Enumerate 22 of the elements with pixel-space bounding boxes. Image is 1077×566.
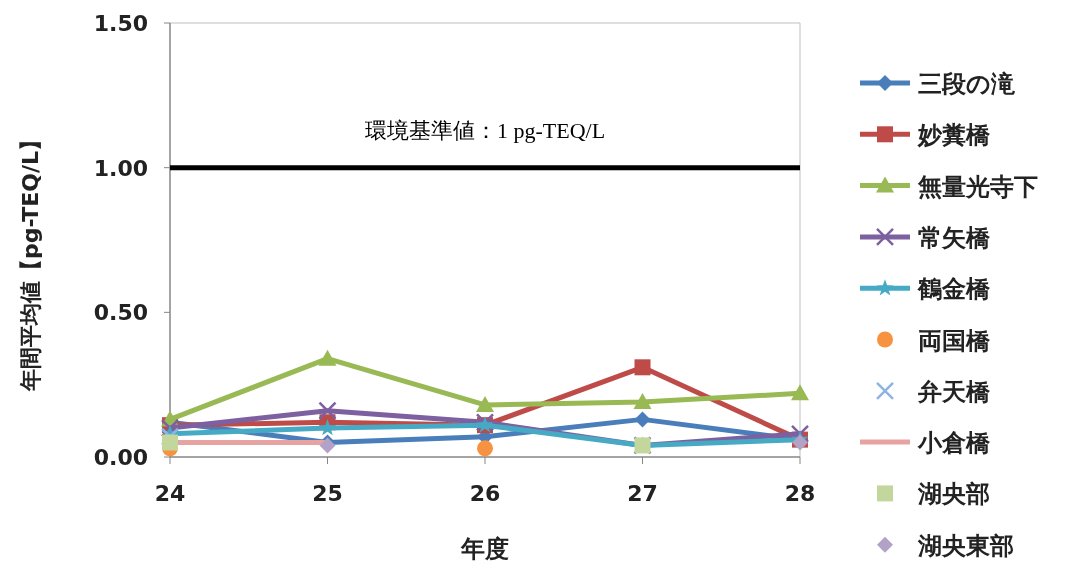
x-tick-label: 24 [154,481,186,506]
legend-label: 湖央部 [917,480,990,509]
y-axis-title: 年間平均値【pg-TEQ/L】 [18,128,43,393]
legend-label: 三段の滝 [918,70,1016,98]
legend-label: 鶴金橋 [917,275,991,304]
legend-label: 弁天橋 [917,377,991,406]
legend-label: 常矢橋 [918,223,991,252]
y-tick-label: 1.00 [93,155,148,181]
legend-label: 小倉橋 [917,429,991,458]
x-tick-label: 26 [469,481,501,506]
y-tick-label: 0.00 [93,445,148,470]
x-axis-title: 年度 [460,535,509,563]
x-tick-label: 28 [784,481,816,506]
legend-label: 妙糞橋 [917,121,991,150]
legend-label: 無量光寺下 [917,172,1038,201]
ref-line-label: 環境基準値：1 pg-TEQ/L [364,117,606,143]
legend-label: 両国橋 [918,326,991,355]
x-tick-label: 27 [627,481,658,506]
legend-label: 湖央東部 [917,531,1014,560]
y-tick-label: 0.50 [93,300,148,326]
x-tick-label: 25 [312,481,343,506]
y-tick-label: 1.50 [93,11,148,36]
